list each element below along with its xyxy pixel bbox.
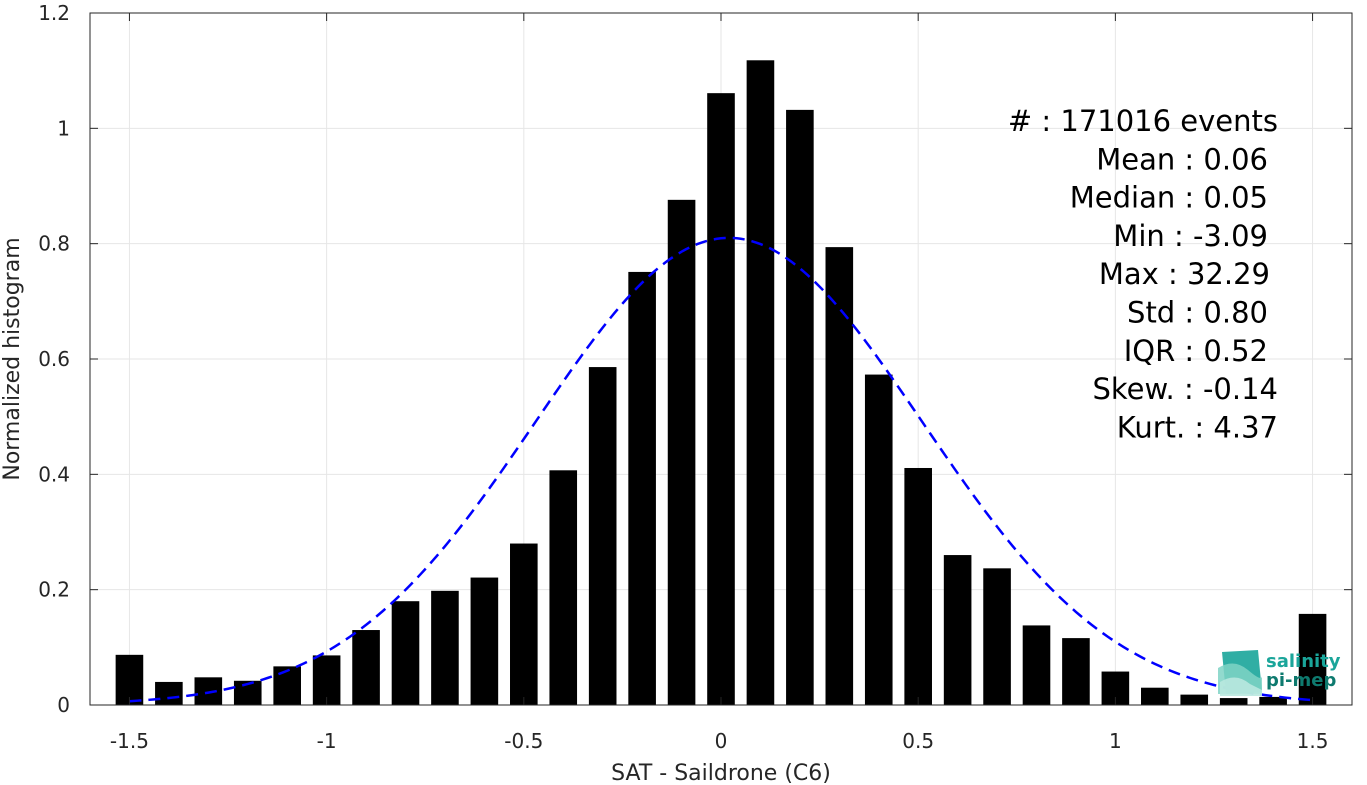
y-tick-label: 0.4 xyxy=(38,462,70,486)
histogram-bar xyxy=(431,590,459,705)
x-tick-label: -1.5 xyxy=(110,729,149,753)
y-axis-ticks: 0 0.2 0.4 0.6 0.8 1 1.2 xyxy=(38,1,1352,717)
x-tick-label: 1 xyxy=(1109,729,1122,753)
histogram-bar xyxy=(1259,696,1287,705)
y-tick-label: 1 xyxy=(57,116,70,140)
x-tick-label: -0.5 xyxy=(504,729,543,753)
y-tick-label: 1.2 xyxy=(38,1,70,25)
histogram-bar xyxy=(155,681,183,705)
y-tick-label: 0.2 xyxy=(38,578,70,602)
stat-line: Std : 0.80 xyxy=(1127,296,1268,330)
histogram-bar xyxy=(510,543,538,705)
histogram-bar xyxy=(1180,694,1209,705)
stat-line: # : 171016 events xyxy=(1008,104,1278,138)
y-axis-label: Normalized histogram xyxy=(0,237,25,480)
x-tick-label: 1.5 xyxy=(1297,729,1329,753)
stat-line: Max : 32.29 xyxy=(1099,257,1270,291)
stat-line: Mean : 0.06 xyxy=(1096,142,1268,176)
histogram-bar xyxy=(904,467,932,705)
histogram-bar xyxy=(1022,625,1051,705)
stats-box: # : 171016 events Mean : 0.06 Median : 0.0… xyxy=(1008,104,1278,444)
histogram-bar xyxy=(194,677,223,705)
stat-line: Min : -3.09 xyxy=(1113,219,1268,253)
histogram-bar xyxy=(1141,687,1169,705)
histogram-bar xyxy=(825,247,854,706)
histogram-bar xyxy=(667,199,696,705)
histogram-bar xyxy=(943,555,972,705)
histogram-bar xyxy=(983,568,1011,705)
histogram-bar xyxy=(549,470,578,705)
x-axis-ticks: -1.5 -1 -0.5 0 0.5 1 1.5 xyxy=(110,13,1329,753)
y-tick-label: 0.8 xyxy=(38,232,70,256)
histogram-bar xyxy=(864,374,893,705)
stat-line: Skew. : -0.14 xyxy=(1092,372,1278,406)
histogram-bar xyxy=(312,655,341,705)
logo-text-line1: salinity xyxy=(1266,651,1341,672)
histogram-bar xyxy=(352,630,380,705)
histogram-bar xyxy=(115,654,144,705)
histogram-bar xyxy=(1219,698,1248,705)
histogram-bar xyxy=(628,271,656,705)
y-tick-label: 0 xyxy=(57,693,70,717)
histogram-bar xyxy=(746,60,775,705)
histogram-bar xyxy=(273,666,301,705)
x-tick-label: 0 xyxy=(715,729,728,753)
logo-text-line2: pi-mep xyxy=(1266,670,1336,691)
x-axis-label: SAT - Saildrone (C6) xyxy=(611,761,831,785)
x-tick-label: -1 xyxy=(317,729,337,753)
histogram-bar xyxy=(1298,613,1327,705)
histogram-bar xyxy=(588,367,617,705)
histogram-bar xyxy=(391,601,420,705)
x-tick-label: 0.5 xyxy=(902,729,934,753)
gaussian-fit-curve xyxy=(129,236,1313,703)
wave-logo-icon xyxy=(1218,650,1262,696)
salinity-pi-mep-logo: salinity pi-mep xyxy=(1218,650,1341,696)
histogram-bar xyxy=(707,93,735,705)
histogram-bar xyxy=(470,577,499,705)
histogram-bar xyxy=(1062,638,1090,705)
stat-line: Median : 0.05 xyxy=(1070,181,1268,215)
stat-line: IQR : 0.52 xyxy=(1124,334,1268,368)
stat-line: Kurt. : 4.37 xyxy=(1117,410,1278,444)
histogram-bar xyxy=(786,109,814,705)
y-tick-label: 0.6 xyxy=(38,347,70,371)
